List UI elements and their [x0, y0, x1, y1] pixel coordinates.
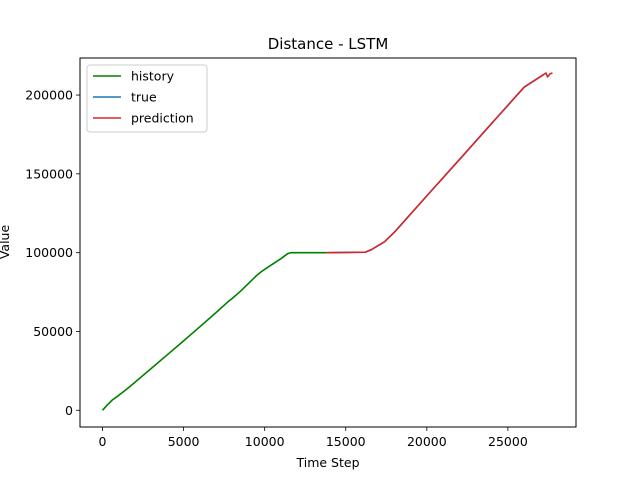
y-tick-label: 150000 [25, 166, 73, 181]
y-axis: 0 50000 100000 150000 200000 [25, 88, 80, 418]
x-tick-label: 15000 [326, 434, 366, 449]
legend-label-prediction: prediction [131, 111, 194, 126]
legend: history true prediction [86, 64, 208, 133]
legend-box [86, 64, 208, 133]
plot-area [101, 72, 553, 411]
y-tick-label: 0 [65, 403, 73, 418]
x-tick-label: 10000 [245, 434, 285, 449]
legend-label-history: history [131, 69, 175, 84]
x-tick-label: 20000 [407, 434, 447, 449]
x-axis: 0 5000 10000 15000 20000 25000 [99, 427, 528, 449]
y-tick-label: 50000 [33, 324, 73, 339]
series-line-prediction [326, 72, 553, 254]
x-axis-label: Time Step [295, 455, 359, 470]
x-tick-label: 25000 [488, 434, 528, 449]
y-tick-label: 100000 [25, 245, 73, 260]
plot-frame [79, 57, 577, 428]
chart-title: Distance - LSTM [268, 35, 389, 53]
series-line-history [101, 251, 327, 411]
x-tick-label: 0 [99, 434, 107, 449]
x-tick-label: 5000 [168, 434, 200, 449]
legend-label-true: true [131, 90, 157, 105]
y-axis-label: Value [0, 225, 12, 260]
y-tick-label: 200000 [25, 88, 73, 103]
